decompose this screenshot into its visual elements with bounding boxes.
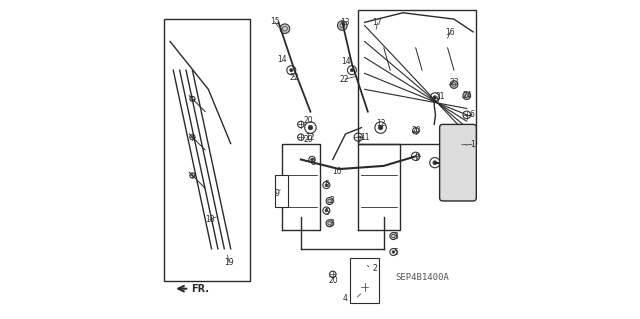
Circle shape	[433, 96, 436, 99]
Circle shape	[280, 24, 290, 33]
Text: 5: 5	[393, 248, 398, 257]
FancyBboxPatch shape	[440, 124, 476, 201]
Text: 18: 18	[205, 215, 214, 224]
Text: 23: 23	[450, 78, 460, 87]
Circle shape	[450, 81, 458, 88]
Text: 12: 12	[305, 133, 314, 142]
Bar	[358, 10, 476, 144]
Bar	[350, 258, 379, 303]
Circle shape	[326, 220, 333, 227]
Text: 10: 10	[332, 167, 341, 176]
Text: 7: 7	[356, 137, 362, 145]
Bar	[275, 175, 288, 207]
Text: 4: 4	[343, 294, 348, 303]
Circle shape	[325, 209, 328, 212]
Circle shape	[311, 158, 314, 161]
Circle shape	[326, 197, 333, 204]
Text: FR.: FR.	[191, 284, 209, 294]
Text: SEP4B1400A: SEP4B1400A	[396, 273, 449, 282]
Text: 3: 3	[330, 196, 334, 205]
Text: 12: 12	[376, 119, 386, 128]
Circle shape	[290, 69, 293, 72]
Text: 5: 5	[324, 180, 330, 189]
Text: 14: 14	[278, 55, 287, 63]
Text: 17: 17	[372, 19, 382, 27]
Text: 13: 13	[340, 18, 349, 27]
Text: 20: 20	[303, 116, 313, 125]
Text: 21: 21	[435, 92, 445, 101]
Text: 5: 5	[324, 208, 330, 217]
Text: 1: 1	[470, 140, 474, 149]
Circle shape	[433, 161, 436, 165]
Text: 20: 20	[303, 135, 313, 144]
Text: 19: 19	[224, 258, 234, 267]
Circle shape	[350, 69, 353, 72]
Circle shape	[390, 233, 397, 240]
Circle shape	[392, 251, 395, 253]
Text: 15: 15	[270, 17, 280, 26]
Text: 9: 9	[275, 189, 280, 198]
Bar	[164, 19, 250, 281]
Text: 16: 16	[445, 28, 454, 37]
Circle shape	[337, 21, 347, 30]
Text: 22: 22	[289, 73, 299, 82]
Text: 7: 7	[414, 154, 419, 163]
Text: 2: 2	[372, 264, 377, 273]
Text: 6: 6	[470, 110, 475, 119]
Text: 8: 8	[310, 158, 315, 167]
Text: 11: 11	[360, 133, 370, 142]
Text: 24: 24	[463, 91, 472, 100]
Text: 20: 20	[412, 126, 422, 135]
Text: 14: 14	[341, 57, 351, 66]
Text: 20: 20	[328, 276, 338, 285]
Text: 22: 22	[340, 75, 349, 84]
Circle shape	[308, 125, 313, 130]
Text: 3: 3	[330, 219, 334, 228]
Text: 3: 3	[393, 232, 398, 241]
Circle shape	[325, 184, 328, 186]
Circle shape	[463, 92, 470, 100]
Circle shape	[378, 125, 383, 130]
